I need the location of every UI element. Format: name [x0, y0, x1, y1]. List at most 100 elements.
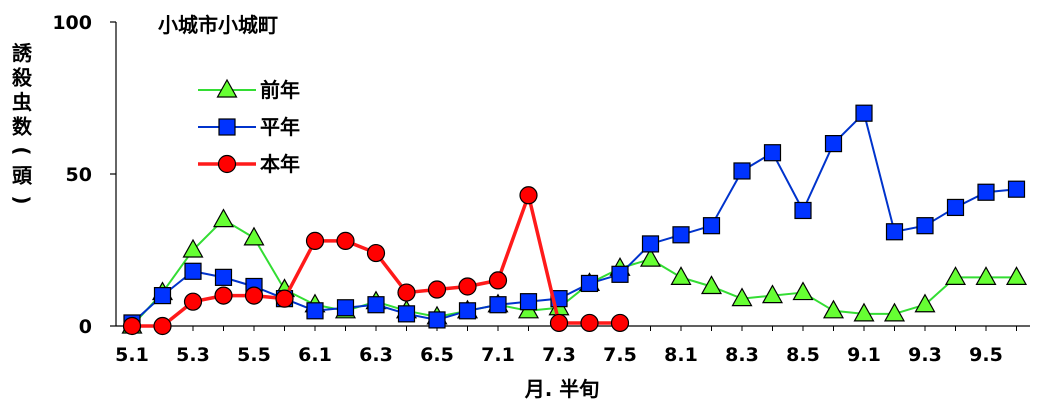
- x-tick-label: 8.5: [786, 344, 820, 366]
- series-layer: [121, 104, 1028, 336]
- y-tick-label: 100: [52, 12, 92, 34]
- data-point-normal-year: [672, 226, 690, 244]
- ticks: 0 50 100 5.1 5.3 5.5 6.1 6.3 6.5 7.1 7.3 7.5 8.1 8.3 8…: [52, 12, 1017, 366]
- legend-marker: [217, 154, 237, 174]
- series-line-normal-year: [131, 112, 1017, 324]
- data-point-normal-year: [916, 217, 934, 235]
- data-point-this-year: [580, 313, 599, 333]
- data-point-this-year: [336, 231, 355, 250]
- data-point-prev-year: [853, 302, 875, 322]
- legend-item-normal-year: 平年: [198, 115, 300, 139]
- data-point-normal-year: [519, 293, 538, 311]
- y-axis-label-char: 誘: [12, 41, 33, 65]
- x-tick-label: 6.3: [359, 344, 393, 366]
- y-axis-label-char: 虫: [12, 90, 32, 114]
- data-point-prev-year: [182, 238, 204, 258]
- data-point-normal-year: [184, 262, 202, 280]
- data-point-normal-year: [885, 223, 904, 241]
- x-tick-label: 7.1: [481, 344, 515, 366]
- data-point-normal-year: [397, 305, 416, 323]
- x-tick-label: 5.5: [237, 344, 271, 366]
- data-point-prev-year: [1005, 266, 1028, 285]
- x-tick-label: 9.3: [908, 344, 942, 366]
- x-tick-label: 8.1: [664, 344, 698, 366]
- data-point-normal-year: [306, 302, 324, 320]
- x-tick-label: 5.1: [115, 344, 149, 366]
- data-point-normal-year: [733, 162, 751, 180]
- data-point-this-year: [458, 277, 477, 296]
- data-point-this-year: [519, 186, 538, 205]
- legend-marker: [216, 78, 238, 98]
- x-tick-label: 8.3: [725, 344, 759, 366]
- data-point-normal-year: [1007, 180, 1026, 198]
- data-point-prev-year: [700, 275, 723, 295]
- legend-item-prev-year: 前年: [198, 78, 300, 102]
- x-tick-label: 7.3: [542, 344, 576, 366]
- data-point-this-year: [153, 316, 172, 336]
- data-point-prev-year: [761, 284, 784, 304]
- data-point-normal-year: [611, 265, 629, 283]
- legend-marker: [218, 118, 236, 136]
- data-point-normal-year: [458, 302, 477, 320]
- x-tick-label: 7.5: [603, 344, 637, 366]
- data-point-prev-year: [883, 302, 906, 322]
- legend-item-this-year: 本年: [198, 152, 300, 176]
- data-point-normal-year: [214, 268, 233, 286]
- x-tick-label: 9.5: [969, 344, 1003, 366]
- data-point-this-year: [183, 292, 203, 311]
- data-point-prev-year: [639, 247, 662, 267]
- data-point-prev-year: [243, 226, 265, 246]
- y-axis-label-char: 数: [12, 115, 33, 139]
- data-point-this-year: [366, 243, 386, 263]
- chart-title: 小城市小城町: [158, 13, 278, 37]
- data-point-normal-year: [367, 296, 385, 314]
- data-point-normal-year: [702, 217, 721, 235]
- y-axis-label-char: 殺: [11, 66, 33, 90]
- x-tick-label: 9.1: [847, 344, 881, 366]
- y-axis-label-char: ): [10, 195, 34, 204]
- data-point-normal-year: [336, 299, 355, 317]
- data-point-prev-year: [670, 266, 692, 285]
- data-point-normal-year: [763, 144, 782, 162]
- data-point-normal-year: [641, 235, 660, 253]
- data-point-this-year: [122, 316, 142, 336]
- data-point-this-year: [305, 231, 325, 250]
- data-point-prev-year: [212, 208, 235, 228]
- data-point-normal-year: [580, 274, 599, 293]
- legend-label: 本年: [260, 152, 300, 176]
- data-point-this-year: [427, 280, 447, 299]
- data-point-prev-year: [822, 299, 845, 319]
- legend-label: 前年: [260, 78, 300, 102]
- data-point-normal-year: [489, 296, 507, 314]
- data-point-this-year: [610, 313, 630, 333]
- data-point-normal-year: [855, 104, 873, 122]
- data-point-this-year: [549, 313, 569, 333]
- data-point-this-year: [397, 283, 416, 302]
- y-tick-label: 50: [66, 164, 92, 186]
- data-point-this-year: [244, 286, 264, 305]
- series-this-year: [122, 186, 630, 336]
- y-tick-label: 0: [79, 316, 92, 338]
- data-point-prev-year: [792, 281, 814, 301]
- data-point-normal-year: [824, 135, 843, 153]
- legend-label: 平年: [260, 115, 300, 139]
- x-axis-label: 月. 半旬: [524, 377, 600, 401]
- y-axis-label-char: (: [10, 146, 34, 155]
- data-point-prev-year: [944, 266, 967, 285]
- x-tick-label: 6.1: [298, 344, 332, 366]
- data-point-normal-year: [794, 201, 812, 220]
- data-point-normal-year: [153, 287, 172, 305]
- data-point-normal-year: [977, 183, 995, 201]
- x-tick-label: 6.5: [420, 344, 454, 366]
- series-line-prev-year: [131, 218, 1017, 327]
- data-point-this-year: [488, 271, 508, 290]
- data-point-prev-year: [731, 287, 753, 307]
- data-point-prev-year: [975, 266, 997, 285]
- data-point-normal-year: [428, 311, 446, 329]
- data-point-this-year: [275, 289, 294, 308]
- data-point-prev-year: [914, 293, 936, 313]
- y-axis-label-char: 頭: [12, 164, 33, 188]
